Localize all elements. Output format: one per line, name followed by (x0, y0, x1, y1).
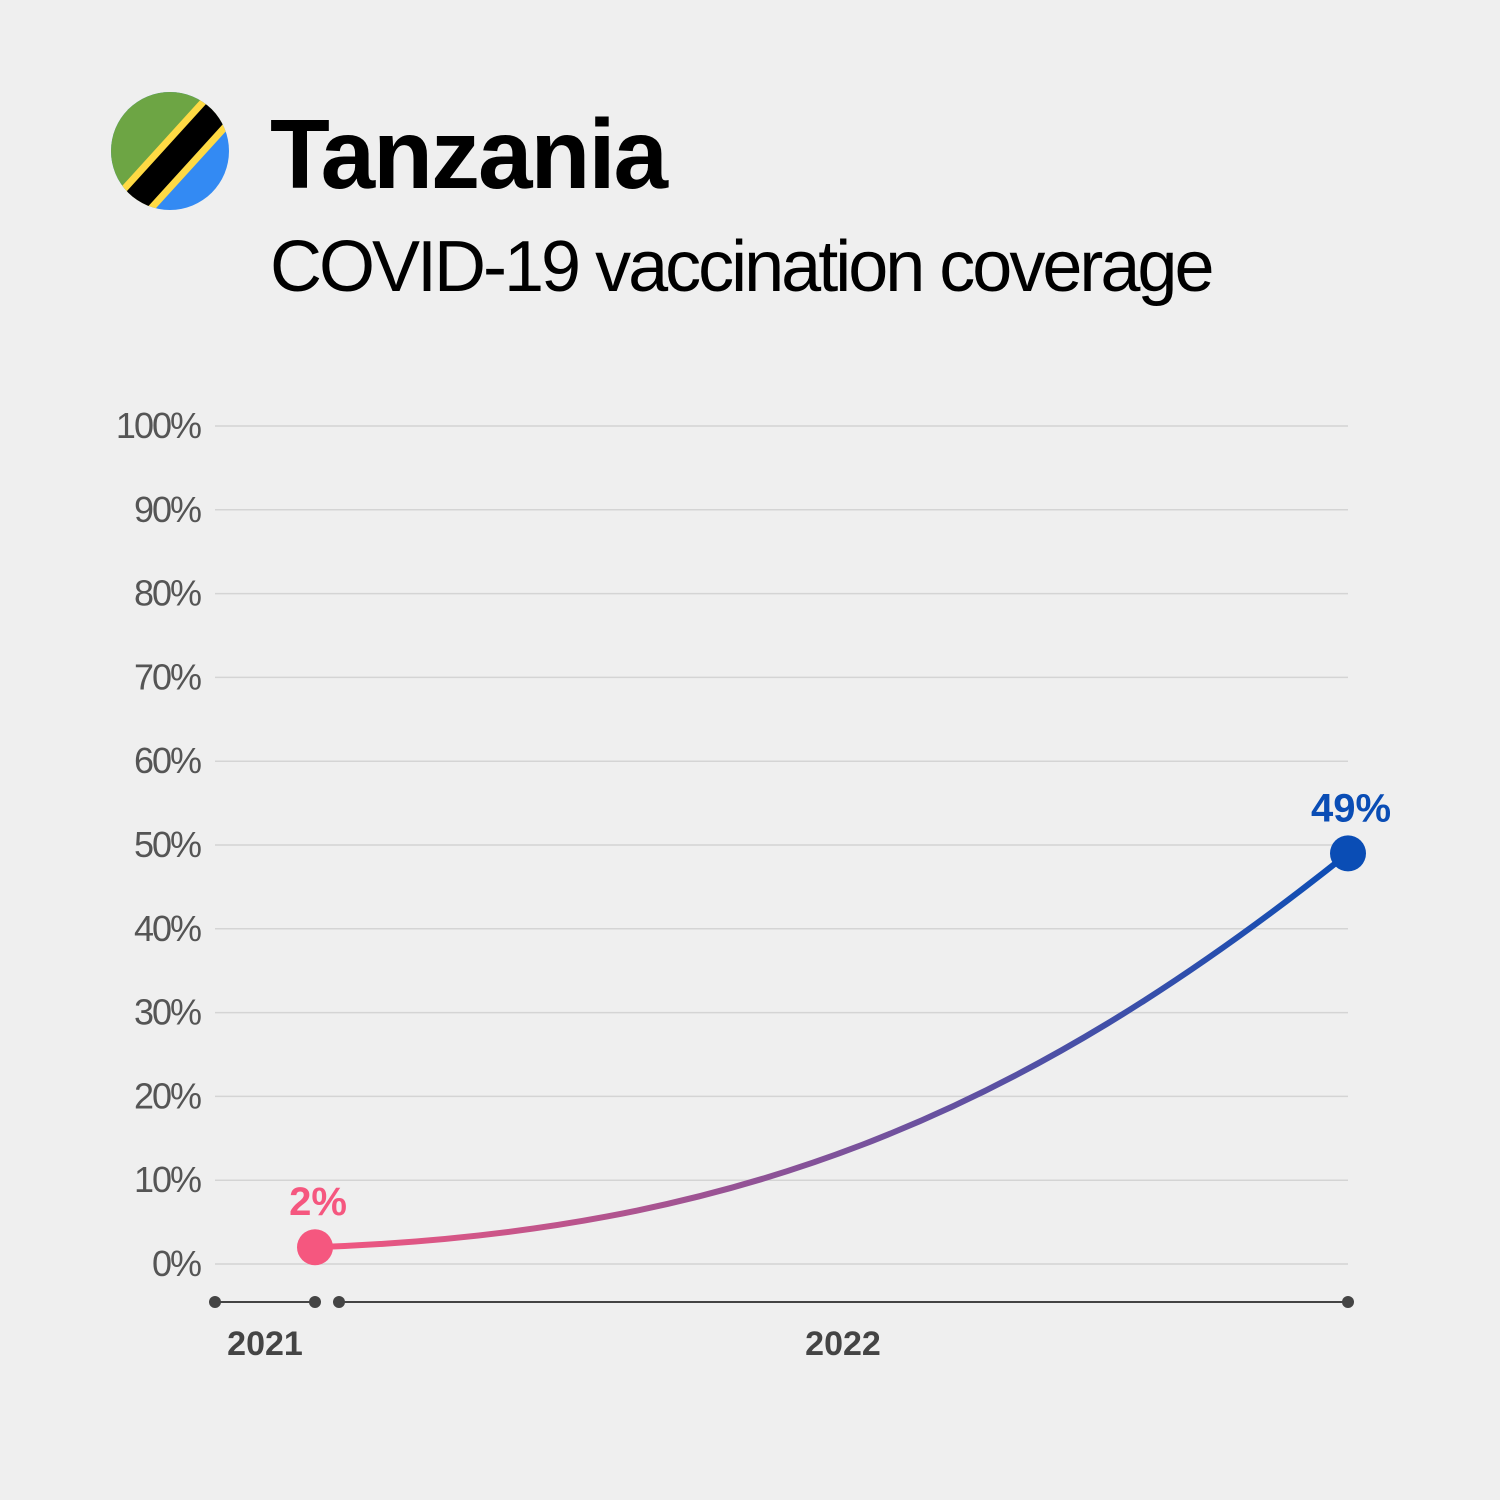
x-tick-label: 2021 (227, 1325, 303, 1363)
page-title: Tanzania (270, 99, 668, 209)
y-tick-label: 30% (134, 992, 201, 1033)
x-axis-dot (309, 1296, 321, 1308)
y-tick-label: 10% (134, 1159, 201, 1200)
page-subtitle: COVID-19 vaccination coverage (270, 227, 1214, 307)
data-label: 49% (1311, 786, 1391, 830)
tanzania-flag-icon (111, 92, 229, 210)
series-line (314, 851, 1350, 1251)
y-tick-label: 90% (134, 489, 201, 530)
x-tick-label: 2022 (805, 1325, 881, 1363)
data-point (297, 1229, 333, 1266)
x-axis-dot (333, 1296, 345, 1308)
y-tick-label: 40% (134, 908, 201, 949)
data-label: 2% (289, 1180, 347, 1224)
x-axis-dot (1342, 1296, 1354, 1308)
y-tick-label: 60% (134, 740, 201, 781)
data-point (1330, 835, 1366, 872)
chart-area: 0% 10% 20% 30% 40% 50% 60% 70% 80% 90% 100% 2021 202… (116, 405, 1391, 1363)
x-axis-dot (209, 1296, 221, 1308)
y-tick-label: 20% (134, 1075, 201, 1116)
y-tick-label: 70% (134, 656, 201, 697)
y-tick-label: 100% (116, 405, 201, 446)
y-tick-label: 50% (134, 824, 201, 865)
y-tick-label: 0% (152, 1243, 201, 1284)
y-tick-label: 80% (134, 573, 201, 614)
